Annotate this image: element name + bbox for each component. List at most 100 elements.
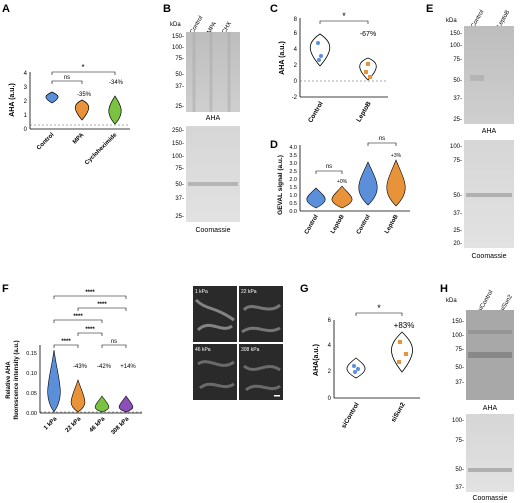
micro-label: 308 kPa <box>241 347 260 353</box>
panel-letter-a: A <box>2 3 10 15</box>
panel-e-label-bottom: Coomassie <box>471 253 506 260</box>
blot-band <box>466 193 512 197</box>
panel-a-ytick: 0 <box>24 127 28 133</box>
marker-label: 50- <box>453 193 462 199</box>
panel-a-xlabel: Cycloheximide <box>84 132 119 167</box>
panel-h-unit: kDa <box>446 298 457 304</box>
panel-a-xlabel: MPA <box>72 132 86 146</box>
point-c <box>316 41 320 45</box>
panel-a-bracket-1 <box>51 80 83 84</box>
panel-e: E kDa Control LeptoB 150- 100- 75- 50- 3… <box>426 3 514 260</box>
marker-label: 150- <box>172 141 184 147</box>
panel-e-unit: kDa <box>446 18 457 24</box>
panel-c-ytick: 0 <box>294 79 298 85</box>
violin-f-3 <box>94 395 110 413</box>
panel-e-label-top: AHA <box>482 128 497 135</box>
blot-h-coomassie <box>466 414 514 492</box>
marker-label: 150- <box>450 31 462 37</box>
panel-a-ytick: 3 <box>24 85 28 91</box>
marker-label: 100- <box>172 154 184 160</box>
point-c <box>366 62 370 66</box>
panel-a-ytick: 4 <box>24 71 28 77</box>
panel-letter-g: G <box>300 283 309 295</box>
panel-g-sig: * <box>377 303 381 313</box>
panel-f-sig: **** <box>85 290 95 296</box>
panel-a-xlabel: Control <box>36 132 56 152</box>
panel-b: B kDa Control MPA CHX 150- 100- 75- 50- … <box>163 3 240 234</box>
violin-d-3 <box>358 161 378 206</box>
micro-label: 22 kPa <box>241 289 257 295</box>
point-c <box>319 54 323 58</box>
panel-c-ytick: 4 <box>294 47 298 53</box>
panel-g-ytick: 6 <box>328 318 332 324</box>
panel-f-bracket <box>53 319 103 323</box>
panel-d-sig: ns <box>379 136 385 142</box>
panel-g-ytick: 2 <box>328 369 332 375</box>
panel-d-ytick: 2.0 <box>289 177 297 183</box>
panel-a: A AHA (a.u.) 0 1 2 3 4 Control MPA Cyclo… <box>2 3 130 166</box>
point-c <box>364 70 368 74</box>
violin-d-1 <box>306 187 326 209</box>
micro-image-1 <box>193 286 237 342</box>
panel-d-xlabel: LeptoB <box>330 213 346 234</box>
panel-f-bracket <box>101 344 127 348</box>
marker-label: 150- <box>452 319 464 325</box>
panel-d-bracket-2 <box>367 142 397 146</box>
violin-f-4 <box>118 395 134 413</box>
marker-label: 25- <box>453 117 462 123</box>
panel-a-ylabel: AHA (a.u.) <box>9 83 16 117</box>
panel-c-xlabel: Control <box>307 100 325 124</box>
violin-f-1 <box>47 349 61 413</box>
panel-g-ytick: 4 <box>328 343 332 349</box>
panel-c-ytick: 8 <box>294 17 298 23</box>
marker-label: 75- <box>175 56 184 62</box>
point-c <box>317 58 321 62</box>
panel-f-sig: **** <box>97 302 107 308</box>
panel-h: H kDa siControl siSun2 150- 100- 75- 50-… <box>440 283 514 502</box>
panel-f-bracket <box>53 295 127 299</box>
panel-d-ylabel: GEVAL signal (a.u.) <box>277 155 284 215</box>
point-g <box>352 364 356 368</box>
marker-label: 75- <box>453 158 462 164</box>
marker-label: 25- <box>175 214 184 220</box>
panel-letter-b: B <box>163 3 171 15</box>
marker-label: 75- <box>453 57 462 63</box>
micro-cells <box>241 303 282 334</box>
marker-label: 75- <box>455 438 464 444</box>
panel-g-ytick: 0 <box>328 396 332 402</box>
panel-c-ylabel: AHA (a.u.) <box>279 41 286 75</box>
marker-label: 100- <box>450 144 462 150</box>
marker-label: 37- <box>455 380 464 386</box>
blot-band <box>468 330 512 334</box>
panel-f-bracket <box>53 344 79 348</box>
violin-c-control <box>309 33 331 67</box>
micro-image-3 <box>193 344 237 400</box>
marker-label: 37- <box>453 211 462 217</box>
point-g <box>356 367 360 371</box>
panel-letter-e: E <box>426 3 433 15</box>
marker-label: 100- <box>450 43 462 49</box>
blot-band <box>470 75 484 81</box>
panel-g: G AHA(a.u.) 0 2 4 6 siControl siSun2 * +… <box>300 283 420 430</box>
panel-b-unit: kDa <box>170 22 181 28</box>
panel-h-label-bottom: Coomassie <box>472 495 507 502</box>
panel-g-xlabel: siSun2 <box>390 401 407 423</box>
marker-label: 50- <box>455 365 464 371</box>
panel-f-sig: **** <box>61 339 71 345</box>
violin-a-chx <box>108 95 122 125</box>
panel-a-sig: * <box>81 63 84 72</box>
marker-label: 37- <box>453 96 462 102</box>
point-c <box>368 75 372 79</box>
panel-f-sig: **** <box>73 314 83 320</box>
marker-label: 25- <box>175 104 184 110</box>
panel-f-ylabel-2: fluorescence intensity (a.u.) <box>14 340 20 419</box>
point-g <box>353 370 357 374</box>
micro-image-2 <box>239 286 283 342</box>
panel-a-pct: -34% <box>109 80 124 86</box>
panel-f-bracket <box>77 332 103 336</box>
micro-label: 1 kPa <box>195 289 208 295</box>
panel-c-xlabel: LeptoB <box>355 100 372 123</box>
panel-f-sig: ns <box>111 339 117 345</box>
violin-c-leptob <box>359 57 377 81</box>
violin-g-sisun2 <box>391 331 413 373</box>
